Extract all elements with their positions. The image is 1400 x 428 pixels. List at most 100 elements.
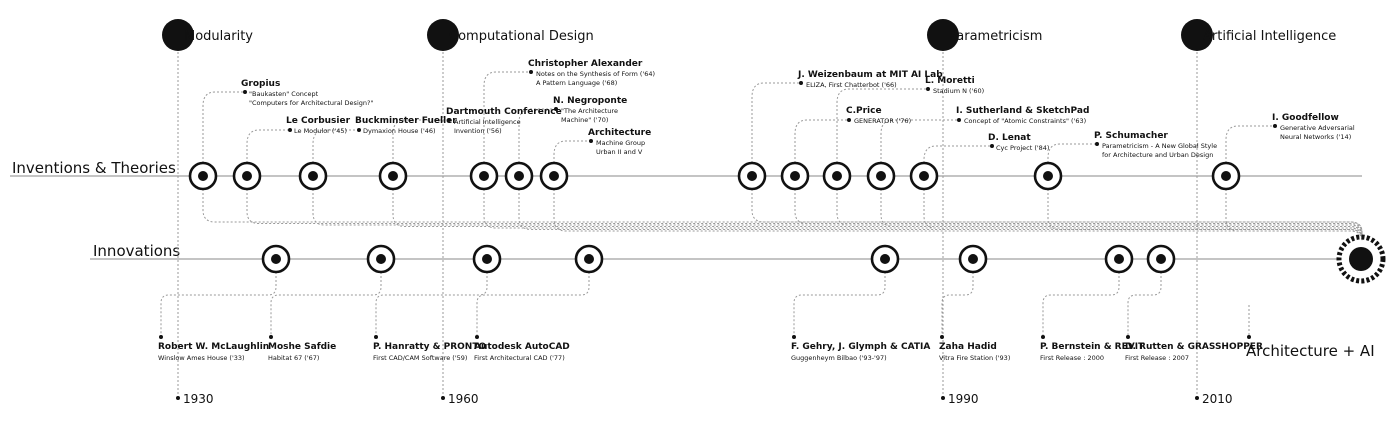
innovation-leader [941, 272, 974, 337]
theory-leader [1047, 143, 1097, 163]
era-dot [927, 19, 959, 51]
theory-node [232, 161, 262, 191]
theory-detail: ELIZA, First Chatterbot ('66) [806, 81, 897, 89]
label-dot [799, 81, 803, 85]
theory-node [378, 161, 408, 191]
year-label: 1960 [448, 392, 479, 406]
node-dot [388, 171, 398, 181]
theory-detail: Urban II and V [596, 148, 643, 156]
era-modularity: Modularity [162, 19, 253, 51]
theory-title: C.Price [846, 106, 882, 116]
node-dot [876, 171, 886, 181]
label-dot [374, 335, 378, 339]
theory-node [298, 161, 328, 191]
theory-connector [794, 189, 1363, 237]
theory-detail: Neural Networks ('14) [1280, 133, 1351, 141]
node-dot [1043, 171, 1053, 181]
year-markers: 1930 1960 1990 2010 [176, 392, 1233, 406]
goal-label: Architecture + AI [1246, 342, 1375, 360]
era-label: Artificial Intelligence [1203, 29, 1336, 44]
innovation-detail: First Release : 2007 [1125, 354, 1189, 362]
innovation-leader [375, 272, 488, 337]
goal-ring [1336, 234, 1386, 284]
era-dot [427, 19, 459, 51]
theory-title: D. Lenat [988, 133, 1031, 143]
theory-detail: for Architecture and Urban Design [1102, 151, 1213, 159]
theory-connector [518, 189, 1363, 240]
innovation-detail: Guggenheym Bilbao ('93-'97) [791, 354, 887, 362]
innovation-node [958, 244, 988, 274]
theory-detail: Machine Group [596, 139, 645, 147]
theory-title: Buckminster Fueller [355, 116, 457, 126]
theory-title: J. Weizenbaum at MIT AI Lab [797, 70, 943, 80]
node-dot [1114, 254, 1124, 264]
era-dot [162, 19, 194, 51]
theory-detail: Invention ('56) [454, 127, 502, 135]
theory-node [1033, 161, 1063, 191]
theory-node [866, 161, 896, 191]
theory-detail: Parametricism - A New Global Style [1102, 142, 1217, 150]
theory-detail: Dymaxion House ('46) [363, 127, 436, 135]
track-label-innovations: Innovations [93, 242, 180, 260]
theory-title: Gropius [241, 79, 280, 89]
innovation-node [870, 244, 900, 274]
label-dot [269, 335, 273, 339]
node-dot [832, 171, 842, 181]
label-dot [554, 107, 558, 111]
theory-title: I. Sutherland & SketchPad [956, 106, 1089, 116]
theory-node [909, 161, 939, 191]
theory-leader [553, 140, 591, 163]
theory-node [1211, 161, 1241, 191]
innovation-detail: First CAD/CAM Software ('59) [373, 354, 467, 362]
theory-node [504, 161, 534, 191]
innovation-leader [1042, 272, 1120, 337]
theory-detail: Machine" ('70) [561, 116, 608, 124]
connectors [202, 189, 1363, 242]
innovation-title: F. Gehry, J. Glymph & CATIA [791, 342, 930, 352]
node-dot [514, 171, 524, 181]
theory-title: N. Negroponte [553, 96, 627, 106]
label-dot [1273, 124, 1277, 128]
innovation-detail: First Release : 2000 [1040, 354, 1104, 362]
goal-label-dot [1247, 335, 1251, 339]
innovation-node [574, 244, 604, 274]
theory-connector [880, 189, 1363, 237]
theory-nodes [188, 161, 1241, 191]
node-dot [479, 171, 489, 181]
theory-leader [923, 145, 992, 163]
theory-title: L. Moretti [925, 76, 975, 86]
label-dot [243, 90, 247, 94]
innovation-leader [476, 272, 590, 337]
track-label-theories: Inventions & Theories [12, 159, 176, 177]
label-leaders [160, 71, 1275, 337]
year-label: 1990 [948, 392, 979, 406]
label-dot [475, 335, 479, 339]
goal-core [1349, 247, 1373, 271]
theory-title: I. Goodfellow [1272, 113, 1339, 123]
label-dot [447, 118, 451, 122]
innovation-title: P. Bernstein & REVIT [1040, 342, 1145, 352]
innovation-nodes [261, 244, 1176, 274]
innovation-node [1104, 244, 1134, 274]
theory-node [188, 161, 218, 191]
theory-connector [751, 189, 1363, 237]
theory-detail: "Baukasten" Concept [249, 90, 319, 98]
theory-title: P. Schumacher [1094, 131, 1168, 141]
innovation-leader [793, 272, 886, 337]
label-dot [957, 118, 961, 122]
innovation-detail: Winslow Ames House ('33) [158, 354, 245, 362]
innovation-title: Autodesk AutoCAD [474, 342, 570, 352]
theory-detail: "The Architecture [561, 107, 618, 115]
theory-leader [518, 108, 556, 163]
label-dot [529, 70, 533, 74]
era-computational-design: Computational Design [427, 19, 594, 51]
theory-title: Architecture [588, 128, 651, 138]
theory-leader [483, 71, 531, 163]
goal-node [1336, 234, 1386, 284]
theory-detail: Artificial Intelligence [454, 118, 521, 126]
theory-detail: Generative Adversarial [1280, 124, 1355, 132]
theory-leader [794, 119, 849, 163]
era-parametricism: Parametricism [927, 19, 1042, 51]
